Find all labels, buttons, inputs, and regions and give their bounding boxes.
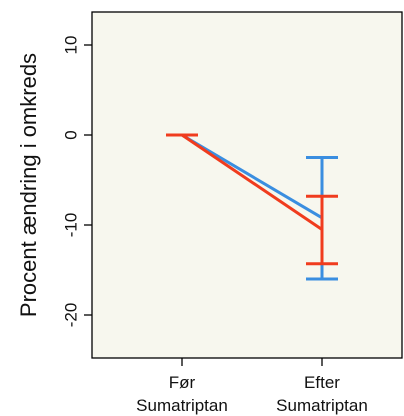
y-tick-label-0: 10 — [61, 36, 80, 55]
y-tick-label-2: -10 — [61, 213, 80, 238]
chart-marks — [166, 133, 338, 281]
y-tick-label-1: 0 — [61, 130, 80, 139]
series-line-0 — [181, 133, 323, 220]
y-tick-label-3: -20 — [61, 303, 80, 328]
x-axis: Før Sumatriptan Efter Sumatriptan — [136, 358, 368, 415]
x-tick-label-line1-1: Efter — [304, 373, 340, 392]
x-tick-label-line2-1: Sumatriptan — [276, 396, 368, 415]
plot-background — [92, 12, 402, 358]
x-tick-label-line1-0: Før — [169, 373, 196, 392]
x-tick-label-line2-0: Sumatriptan — [136, 396, 228, 415]
plot-frame — [91, 11, 403, 359]
series-line-1 — [181, 133, 323, 231]
y-axis-title: Procent ændring i omkreds — [16, 53, 41, 317]
y-axis: 10 0 -10 -20 — [61, 36, 92, 328]
